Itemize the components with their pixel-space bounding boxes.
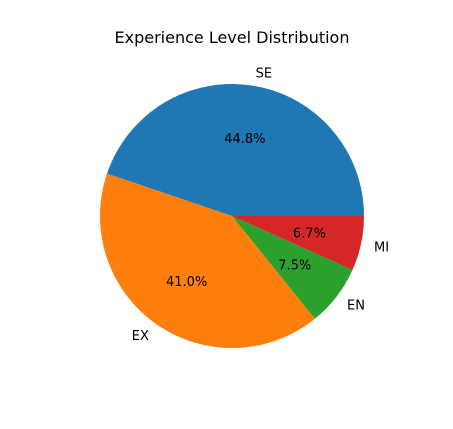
pie-slices <box>100 84 364 348</box>
pie-slice-en <box>232 216 353 319</box>
pie-pct-label-se: 44.8% <box>224 132 265 147</box>
pie-pct-label-en: 7.5% <box>278 258 311 273</box>
pie-pct-label-ex: 41.0% <box>166 275 207 290</box>
pie-slice-ex <box>100 173 315 348</box>
pie-slice-label-mi: MI <box>374 240 389 255</box>
pie-slice-se <box>106 84 364 216</box>
pie-pct-label-mi: 6.7% <box>293 227 326 242</box>
pie-slice-label-ex: EX <box>132 329 149 344</box>
chart-title: Experience Level Distribution <box>115 28 350 47</box>
pie-slice-label-en: EN <box>347 299 365 314</box>
pie-labels: 44.8% SE 41.0% EX 7.5% EN 6.7% MI <box>132 67 389 344</box>
pie-slice-mi <box>232 216 364 270</box>
pie-slice-label-se: SE <box>256 67 272 82</box>
